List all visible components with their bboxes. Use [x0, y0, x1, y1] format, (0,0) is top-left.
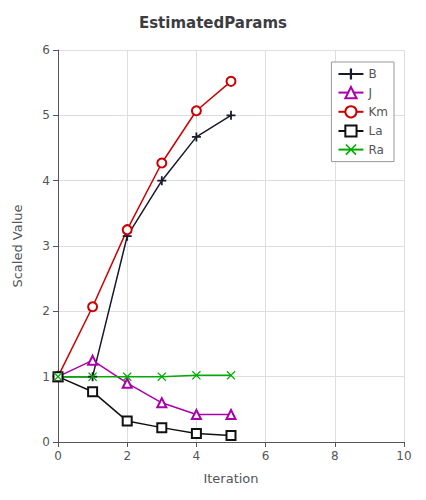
svg-text:Ra: Ra	[368, 143, 383, 157]
svg-text:1: 1	[42, 370, 50, 384]
svg-text:Km: Km	[368, 105, 388, 119]
svg-text:3: 3	[42, 239, 50, 253]
svg-text:10: 10	[396, 449, 411, 463]
svg-text:8: 8	[331, 449, 339, 463]
svg-text:La: La	[368, 124, 382, 138]
svg-text:Iteration: Iteration	[203, 471, 258, 486]
svg-text:2: 2	[123, 449, 131, 463]
svg-text:6: 6	[262, 449, 270, 463]
svg-text:Scaled Value: Scaled Value	[10, 204, 25, 287]
svg-text:0: 0	[54, 449, 62, 463]
svg-text:2: 2	[42, 304, 50, 318]
svg-text:0: 0	[42, 435, 50, 449]
svg-text:6: 6	[42, 43, 50, 57]
svg-text:4: 4	[193, 449, 201, 463]
svg-text:5: 5	[42, 108, 50, 122]
svg-text:EstimatedParams: EstimatedParams	[139, 14, 287, 32]
svg-text:4: 4	[42, 174, 50, 188]
svg-text:B: B	[368, 67, 376, 81]
svg-text:J: J	[367, 86, 372, 100]
